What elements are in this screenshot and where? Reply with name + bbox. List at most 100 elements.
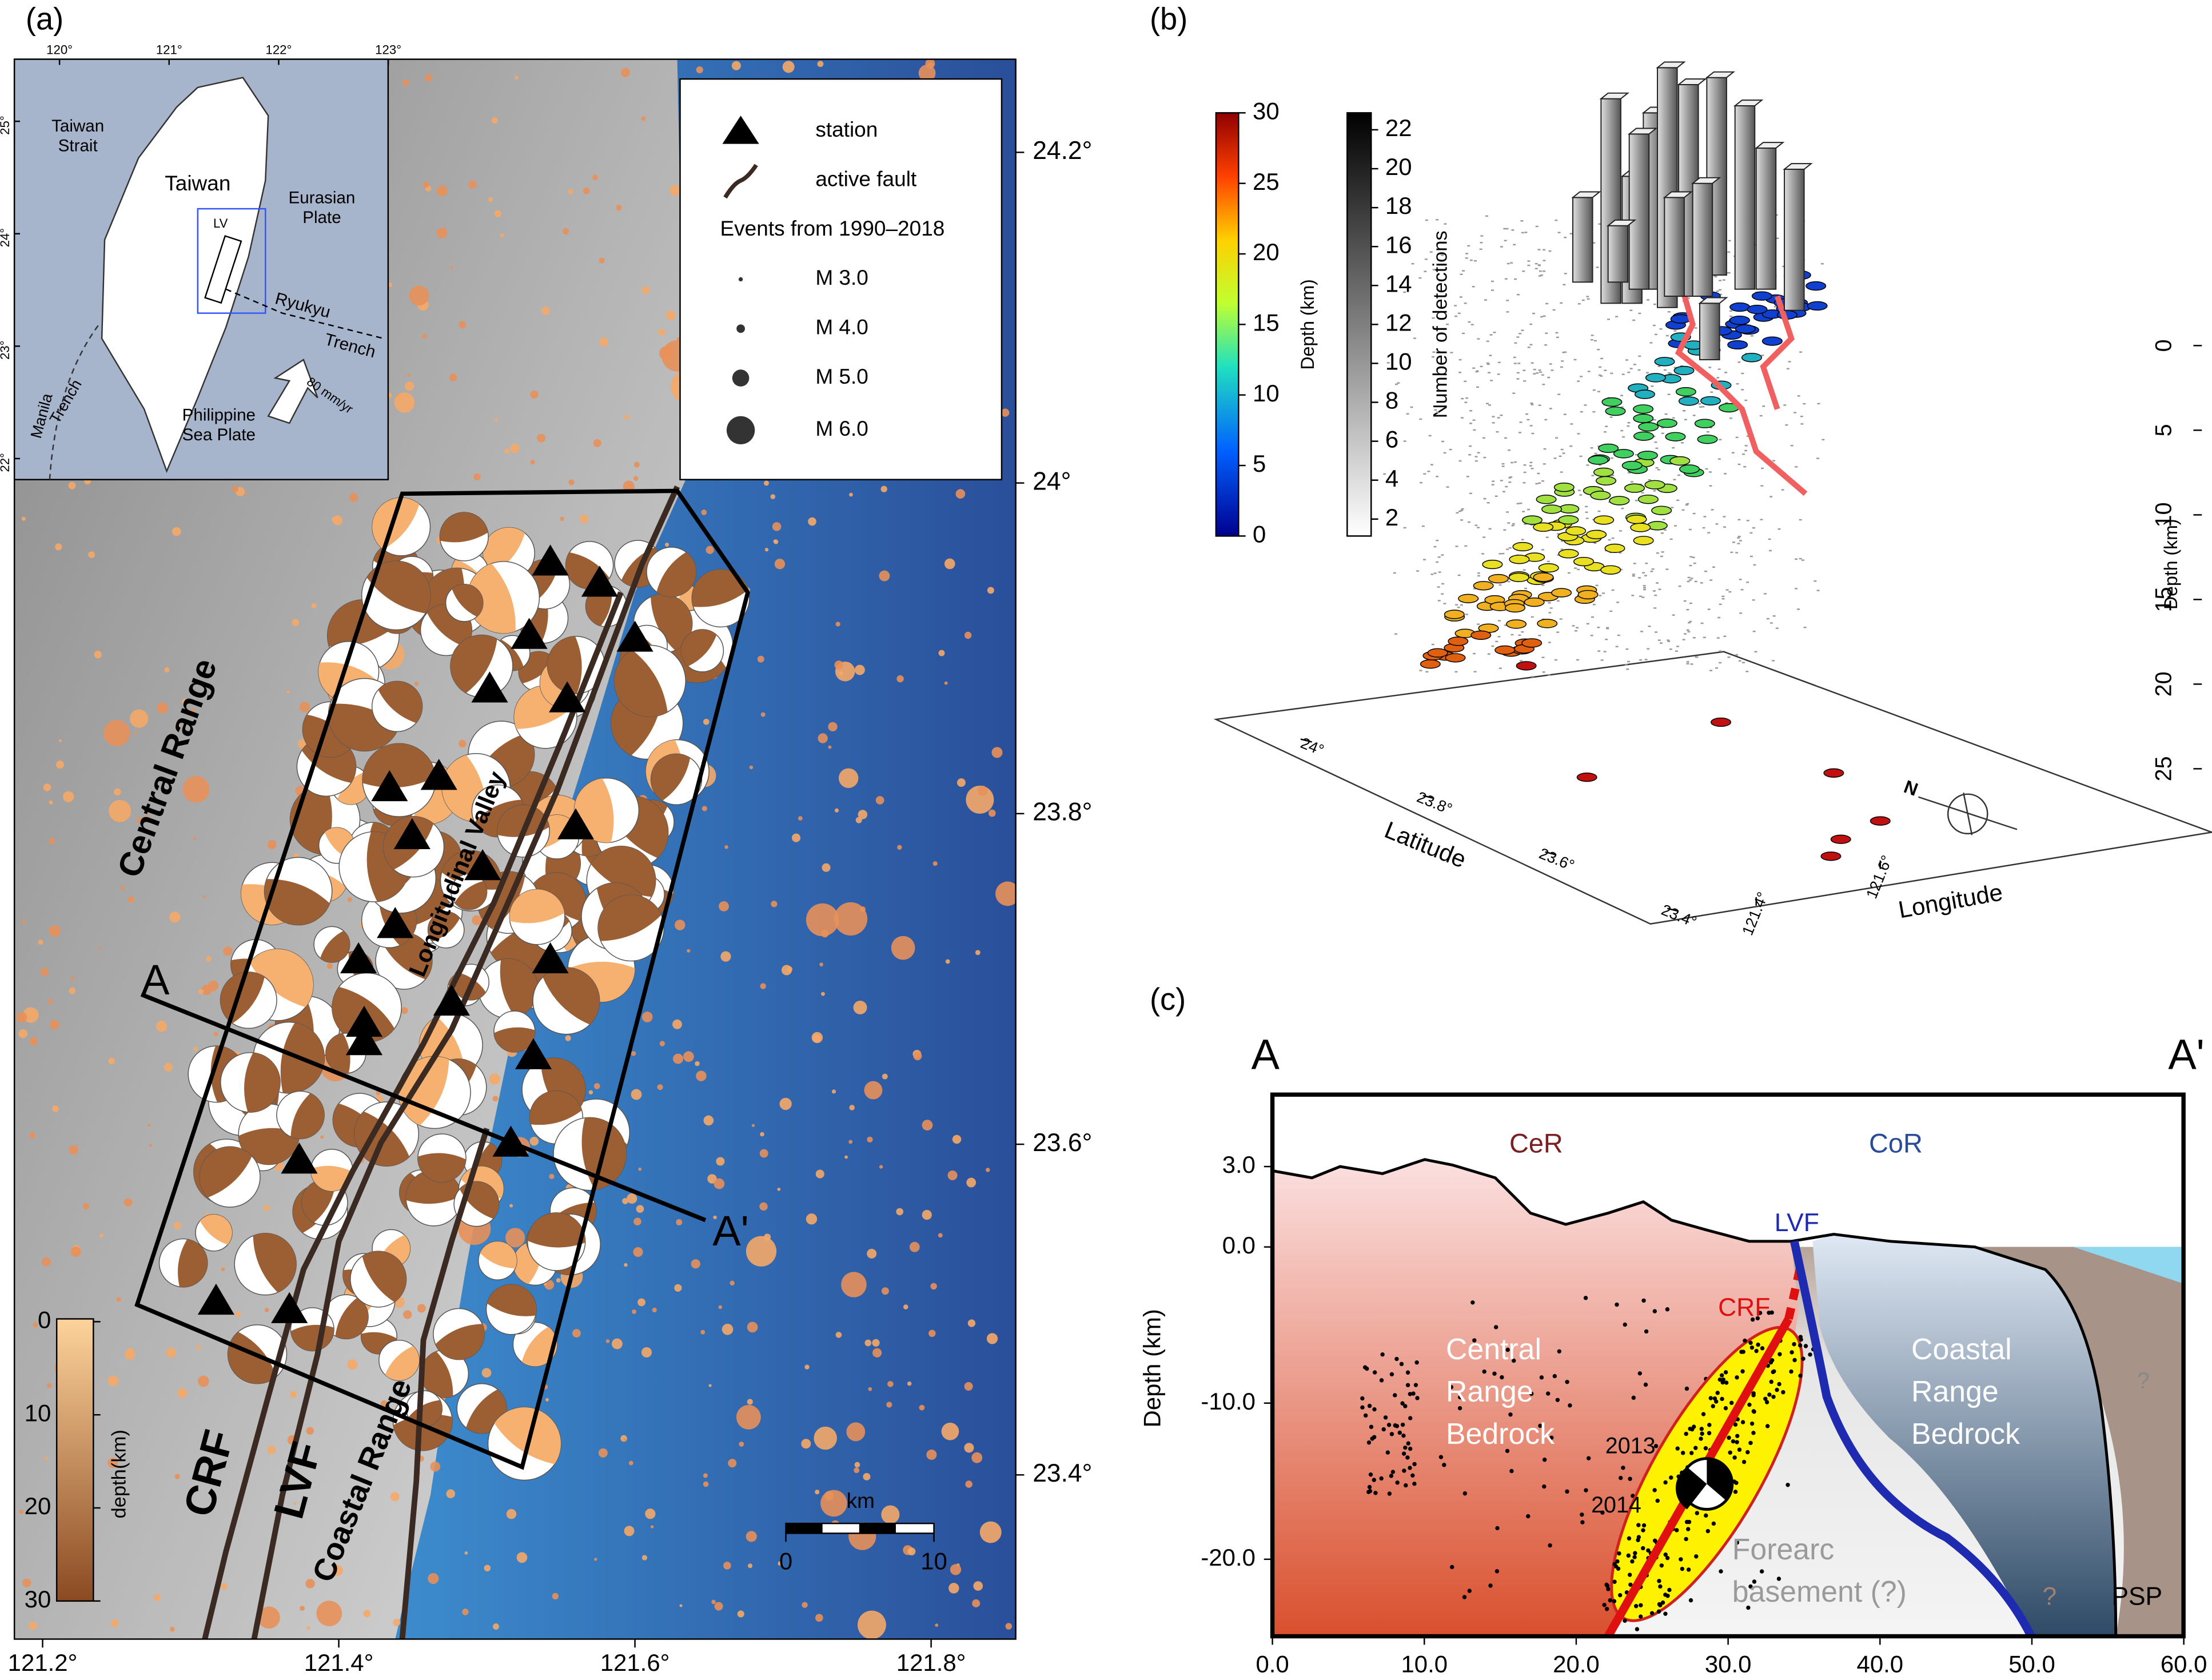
focal-mechanism: [290, 1093, 325, 1139]
detection: [1773, 306, 1777, 308]
detection: [1754, 651, 1757, 652]
detection: [1542, 384, 1545, 385]
event: [665, 543, 669, 547]
event: [305, 1579, 315, 1589]
detection: [1557, 232, 1561, 233]
event: [1644, 1329, 1649, 1334]
detection: [1799, 558, 1802, 560]
event: [1749, 1421, 1755, 1426]
event: [1618, 1593, 1623, 1598]
detection: [1504, 240, 1507, 242]
tick-label: 121.6°: [600, 1649, 670, 1676]
event: [1462, 1595, 1467, 1599]
event: [621, 67, 631, 78]
detection: [1576, 659, 1580, 661]
event: [1495, 1526, 1500, 1531]
detection: [1486, 403, 1489, 404]
taiwan: [101, 77, 269, 473]
detection: [1553, 457, 1557, 459]
detection: [1801, 559, 1804, 561]
tick-label: 18: [1385, 192, 1412, 219]
event: [1751, 1431, 1756, 1435]
event: [1621, 1466, 1625, 1470]
detection: [1597, 445, 1601, 447]
detection: [1473, 671, 1477, 672]
detection: [1599, 366, 1602, 368]
detection: [1548, 250, 1552, 252]
detection: [1598, 223, 1601, 225]
tick-label: 0: [1253, 520, 1266, 547]
station: [616, 620, 653, 652]
detection: [1729, 417, 1732, 419]
event: [1656, 1609, 1661, 1614]
detection: [1707, 608, 1711, 610]
detection: [1437, 556, 1441, 558]
focal-mechanism: [264, 857, 333, 926]
event: [1697, 435, 1718, 444]
event: [723, 1562, 731, 1570]
event: [190, 708, 195, 714]
detection: [1485, 215, 1488, 217]
detection: [1707, 532, 1711, 534]
event: [1638, 1614, 1643, 1619]
event: [1537, 619, 1558, 628]
detection: [1411, 262, 1414, 265]
event: [1372, 1478, 1377, 1482]
event: [1645, 373, 1666, 383]
event: [1367, 1484, 1372, 1490]
detection: [1469, 492, 1472, 495]
detection: [1474, 460, 1478, 462]
tick-label: 121.8°: [896, 1649, 966, 1676]
detection: [1491, 645, 1494, 647]
event: [736, 1404, 761, 1430]
event: [1641, 1546, 1645, 1551]
event: [1628, 1476, 1632, 1481]
event: [995, 881, 1016, 906]
detection: [1431, 643, 1434, 646]
detection: [1383, 473, 1386, 475]
event: [971, 1452, 983, 1463]
detection: [1795, 588, 1798, 590]
event: [1586, 1456, 1591, 1460]
event: [1823, 768, 1844, 778]
event: [114, 788, 121, 796]
event: [414, 681, 419, 686]
detection: [1429, 251, 1433, 253]
detection: [1490, 289, 1494, 291]
event: [718, 1305, 723, 1309]
event: [473, 473, 481, 481]
detection: [1538, 369, 1541, 371]
event: [1673, 365, 1695, 376]
topography: [1272, 1158, 2118, 1637]
event: [828, 722, 838, 732]
detection: [1575, 630, 1577, 632]
detection: [1606, 627, 1609, 628]
event: [1749, 1345, 1755, 1350]
detection: [1508, 477, 1512, 479]
detection: [1661, 427, 1664, 429]
event: [164, 1062, 173, 1072]
detection: [1592, 242, 1596, 244]
event: [1658, 1584, 1663, 1589]
event: [708, 1384, 712, 1387]
event: [739, 1442, 744, 1447]
detection: [1736, 383, 1739, 385]
detection: [1457, 606, 1460, 608]
event: [1771, 1370, 1775, 1375]
detection: [1527, 260, 1531, 262]
detection: [1436, 476, 1439, 477]
event: [641, 1555, 648, 1560]
event: [849, 492, 853, 497]
event: [515, 75, 519, 79]
event: [1684, 1536, 1688, 1542]
detection: [1643, 588, 1646, 591]
tick-label: 23.4°: [1033, 1459, 1092, 1487]
event: [1602, 1603, 1607, 1607]
event: [49, 800, 53, 805]
detection: [1518, 333, 1522, 335]
detection: [1461, 417, 1464, 419]
detection: [1653, 490, 1656, 492]
detection: [1476, 386, 1479, 388]
event: [1615, 1302, 1619, 1307]
